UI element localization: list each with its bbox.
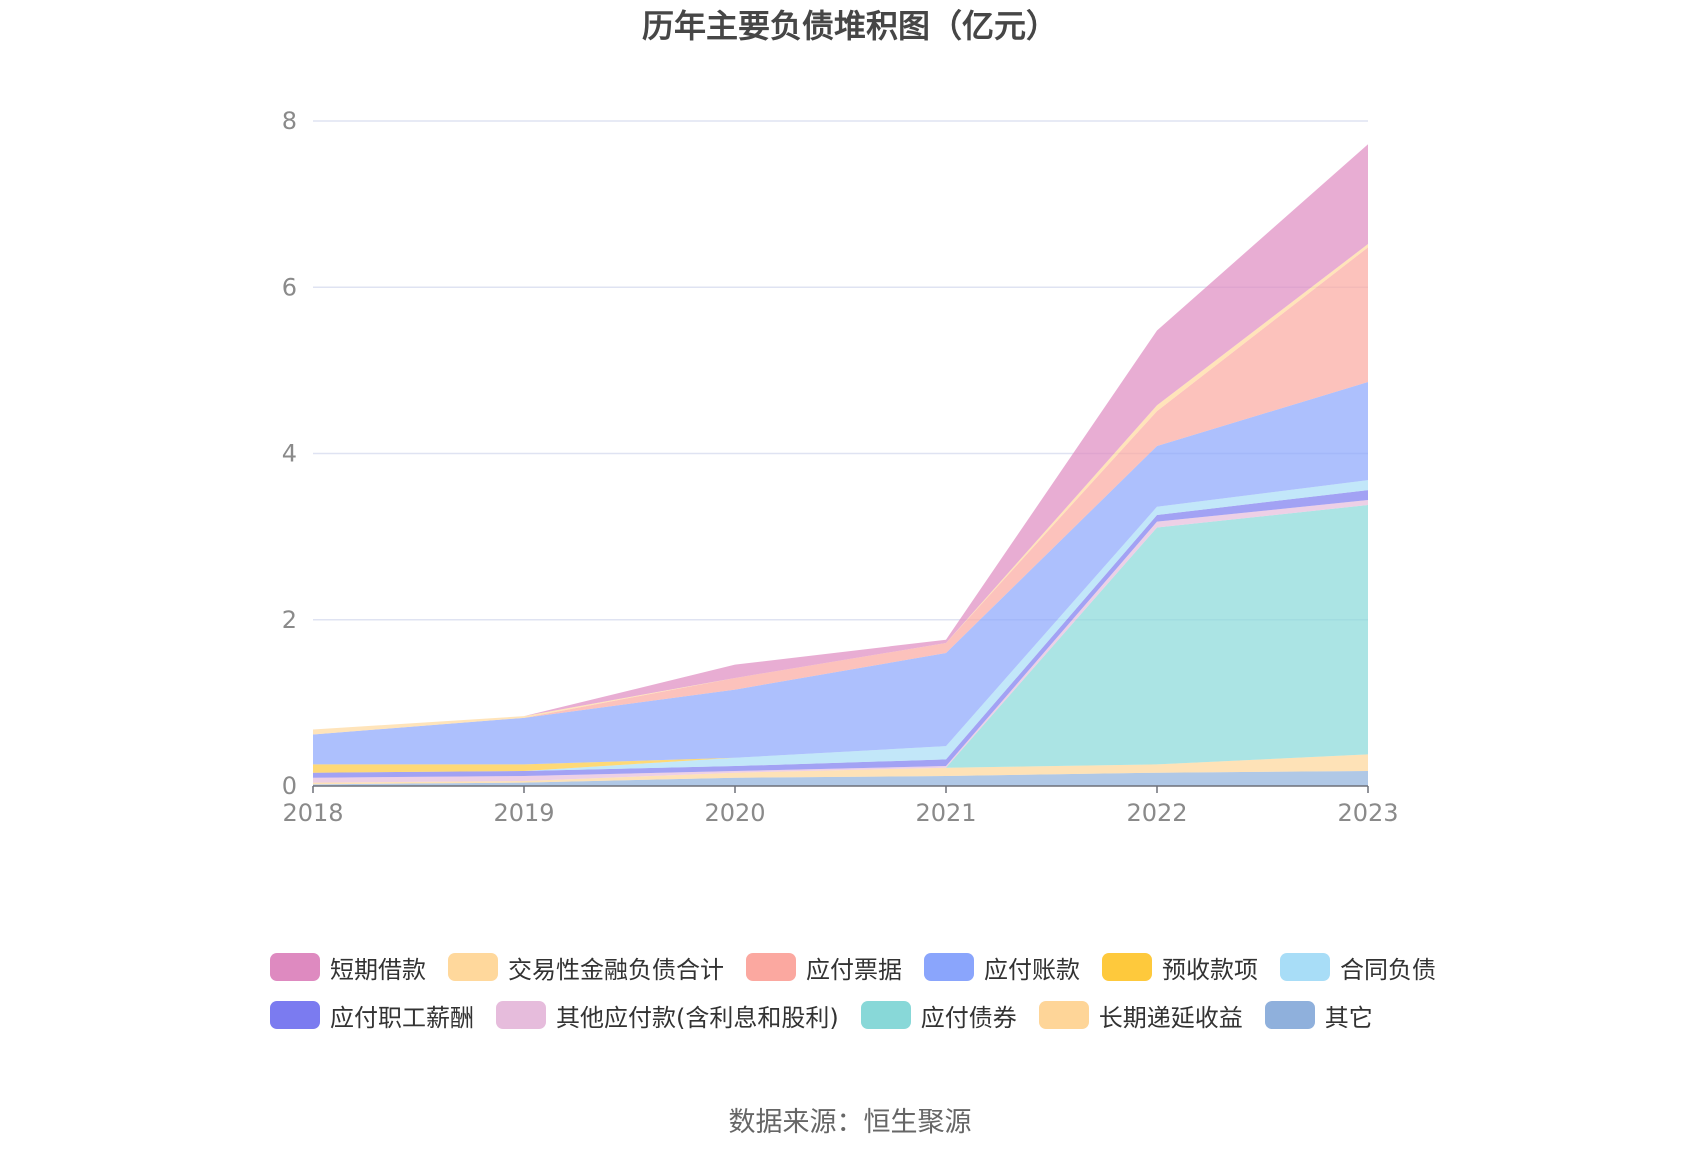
y-tick-label: 0 <box>282 772 297 800</box>
legend-swatch <box>1264 1001 1315 1029</box>
legend-swatch <box>448 953 498 981</box>
legend-swatch <box>270 1001 320 1029</box>
legend-swatch <box>1102 953 1152 981</box>
legend-swatch <box>1280 953 1330 981</box>
x-tick-label: 2022 <box>1126 799 1187 827</box>
legend-item[interactable]: 合同负债 <box>1280 952 1436 984</box>
legend-label: 短期借款 <box>330 955 426 984</box>
x-tick-label: 2021 <box>915 799 976 827</box>
legend-label: 应付账款 <box>984 955 1080 984</box>
legend-label: 预收款项 <box>1162 955 1258 984</box>
legend-item[interactable]: 应付职工薪酬 <box>270 1000 474 1032</box>
x-tick-label: 2020 <box>704 799 765 827</box>
legend-item[interactable]: 其它 <box>1264 1000 1373 1032</box>
area-series-2[interactable] <box>313 505 1368 783</box>
legend-swatch <box>270 953 320 981</box>
legend-label: 应付债券 <box>920 1003 1017 1032</box>
area-series-1[interactable] <box>313 754 1368 785</box>
y-tick-label: 2 <box>282 606 297 634</box>
legend-swatch <box>1038 1001 1089 1029</box>
x-tick-label: 2023 <box>1337 799 1398 827</box>
legend-item[interactable]: 应付票据 <box>746 952 902 984</box>
y-tick-label: 4 <box>282 440 297 468</box>
x-tick-label: 2018 <box>282 799 343 827</box>
legend-label: 长期递延收益 <box>1098 1003 1243 1032</box>
legend-item[interactable]: 长期递延收益 <box>1038 1000 1243 1032</box>
legend-swatch <box>746 953 796 981</box>
legend-item[interactable]: 短期借款 <box>270 952 426 984</box>
legend-swatch <box>924 953 974 981</box>
legend-label: 其他应付款(含利息和股利) <box>556 1003 839 1032</box>
area-series-0[interactable] <box>313 771 1368 786</box>
legend-label: 交易性金融负债合计 <box>508 955 724 984</box>
y-tick-label: 6 <box>282 273 297 301</box>
legend-item[interactable]: 预收款项 <box>1102 952 1258 984</box>
y-tick-label: 8 <box>282 107 297 135</box>
x-tick-label: 2019 <box>493 799 554 827</box>
legend-item[interactable]: 交易性金融负债合计 <box>448 952 724 984</box>
legend-label: 其它 <box>1324 1003 1373 1032</box>
legend-label: 应付职工薪酬 <box>330 1003 474 1032</box>
legend-label: 合同负债 <box>1340 955 1436 984</box>
chart-title: 历年主要负债堆积图（亿元） <box>641 7 1058 45</box>
legend-item[interactable]: 应付账款 <box>924 952 1080 984</box>
axes: 0 2 4 6 8 2018 2019 2020 2021 2022 2023 <box>282 107 1399 827</box>
source-note: 数据来源：恒生聚源 <box>728 1107 972 1138</box>
area-series-group <box>313 144 1368 786</box>
legend-item[interactable]: 应付债券 <box>860 1000 1017 1032</box>
legend-swatch <box>860 1001 911 1029</box>
legend-label: 应付票据 <box>806 955 902 984</box>
legend-swatch <box>496 1001 546 1029</box>
legend: 短期借款 交易性金融负债合计 应付票据 应付账款 预收款项 合同负债应付职工薪酬 其他应付款… <box>270 952 1520 1032</box>
legend-item[interactable]: 其他应付款(含利息和股利) <box>496 1000 839 1032</box>
